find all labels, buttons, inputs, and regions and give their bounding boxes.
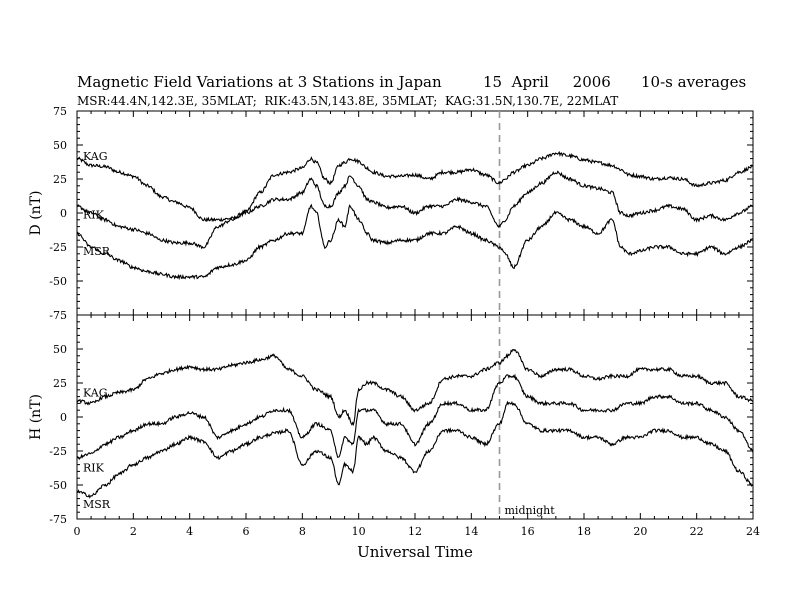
y-axis-label-bottom: H (nT): [28, 394, 44, 440]
series-label-rik-bottom: RIK: [83, 461, 105, 474]
series-label-kag-top: KAG: [83, 150, 108, 163]
series-line-kag-bottom: [76, 348, 754, 427]
midnight-annotation: midnight: [505, 504, 556, 517]
y-tick-label: -50: [49, 479, 67, 492]
y-tick-label: -50: [49, 275, 67, 288]
y-tick-label: -75: [49, 309, 67, 322]
series-line-kag-top: [76, 150, 754, 223]
chart-date: 15 April 2006: [483, 73, 611, 91]
x-tick-label: 18: [577, 525, 591, 538]
series-label-msr-top: MSR: [83, 245, 111, 258]
y-axis-label-top: D (nT): [28, 191, 44, 236]
y-tick-label: 50: [53, 343, 67, 356]
y-tick-label: -75: [49, 513, 67, 526]
series-line-rik-bottom: [76, 373, 754, 461]
x-tick-label: 0: [74, 525, 81, 538]
y-tick-label: 75: [53, 105, 67, 118]
x-tick-label: 2: [130, 525, 137, 538]
y-tick-label: 25: [53, 377, 67, 390]
series-label-kag-bottom: KAG: [83, 387, 108, 400]
y-tick-label: -25: [49, 445, 67, 458]
x-tick-label: 16: [521, 525, 535, 538]
x-tick-label: 6: [243, 525, 250, 538]
series-line-msr-top: [76, 203, 754, 281]
chart-averaging: 10-s averages: [641, 73, 747, 91]
y-tick-label: -25: [49, 241, 67, 254]
x-tick-label: 20: [633, 525, 647, 538]
series-line-msr-bottom: [76, 400, 754, 499]
x-tick-label: 14: [464, 525, 478, 538]
stations-info: MSR:44.4N,142.3E, 35MLAT; RIK:43.5N,143.…: [77, 94, 619, 108]
y-tick-label: 0: [60, 207, 67, 220]
series-line-rik-top: [76, 170, 754, 250]
y-tick-label: 50: [53, 139, 67, 152]
x-tick-label: 22: [690, 525, 704, 538]
x-tick-label: 24: [746, 525, 760, 538]
y-tick-label: 25: [53, 173, 67, 186]
x-tick-label: 4: [186, 525, 193, 538]
x-tick-label: 10: [352, 525, 366, 538]
y-tick-label: 0: [60, 411, 67, 424]
x-tick-label: 8: [299, 525, 306, 538]
x-axis-label: Universal Time: [357, 543, 473, 561]
series-label-msr-bottom: MSR: [83, 498, 111, 511]
chart-title: Magnetic Field Variations at 3 Stations …: [77, 73, 442, 91]
x-tick-label: 12: [408, 525, 422, 538]
series-label-rik-top: RIK: [83, 208, 105, 221]
panel-frame-top: [76, 110, 754, 316]
